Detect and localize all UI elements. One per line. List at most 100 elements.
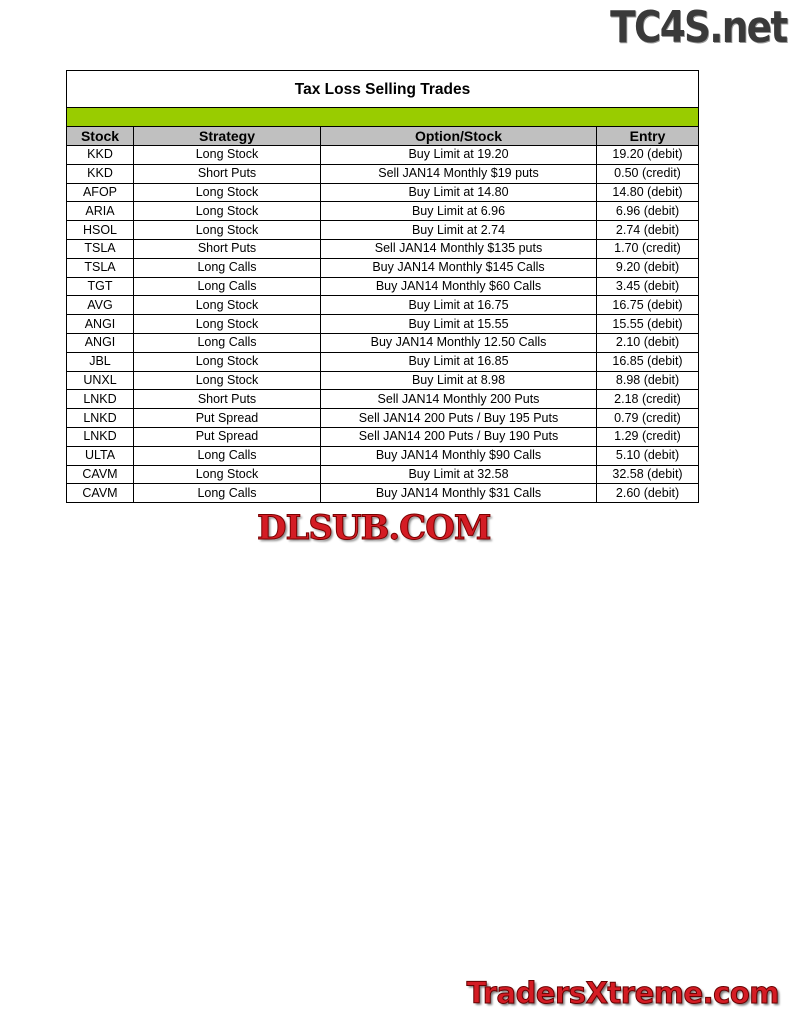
- table-row: UNXL Long Stock Buy Limit at 8.98 8.98 (deb…: [66, 370, 700, 391]
- cell-option-stock: Buy Limit at 6.96: [320, 201, 597, 222]
- cell-strategy: Long Calls: [133, 483, 321, 504]
- table-row: CAVM Long Stock Buy Limit at 32.58 32.58 (d…: [66, 464, 700, 485]
- header-strategy: Strategy: [133, 126, 321, 146]
- cell-entry: 5.10 (debit): [595, 445, 700, 466]
- cell-strategy: Long Calls: [133, 276, 321, 297]
- cell-option-stock: Buy Limit at 15.55: [320, 314, 597, 334]
- cell-entry: 8.98 (debit): [595, 370, 700, 391]
- header-stock: Stock: [66, 126, 134, 146]
- cell-stock: LNKD: [66, 389, 134, 410]
- title-row: Tax Loss Selling Trades: [65, 70, 700, 108]
- table-row: ARIA Long Stock Buy Limit at 6.96 6.96 (deb…: [66, 201, 700, 222]
- cell-entry: 2.60 (debit): [595, 483, 700, 504]
- tradersxtreme-watermark: TradersXtreme.com: [466, 976, 780, 1011]
- cell-strategy: Long Stock: [133, 351, 321, 372]
- cell-stock: KKD: [66, 145, 134, 165]
- cell-option-stock: Buy Limit at 8.98: [320, 370, 597, 391]
- cell-option-stock: Buy JAN14 Monthly $145 Calls: [320, 257, 597, 278]
- cell-strategy: Short Puts: [133, 238, 321, 259]
- cell-option-stock: Buy Limit at 16.85: [320, 351, 597, 372]
- cell-stock: ANGI: [66, 332, 134, 353]
- table-row: TSLA Long Calls Buy JAN14 Monthly $145 Cal…: [66, 257, 700, 278]
- cell-option-stock: Buy JAN14 Monthly $90 Calls: [320, 445, 597, 466]
- cell-entry: 16.75 (debit): [595, 295, 700, 316]
- header-option-stock: Option/Stock: [320, 126, 597, 146]
- cell-entry: 19.20 (debit): [595, 145, 700, 165]
- cell-entry: 15.55 (debit): [595, 314, 700, 334]
- cell-strategy: Short Puts: [133, 163, 321, 184]
- cell-stock: JBL: [66, 351, 134, 372]
- cell-stock: TGT: [66, 276, 134, 297]
- cell-entry: 0.79 (credit): [595, 408, 700, 428]
- cell-option-stock: Sell JAN14 200 Puts / Buy 195 Puts: [320, 408, 597, 428]
- cell-entry: 1.29 (credit): [595, 426, 700, 447]
- table-title: Tax Loss Selling Trades: [65, 70, 700, 108]
- cell-stock: CAVM: [66, 464, 134, 485]
- cell-strategy: Long Stock: [133, 314, 321, 334]
- cell-stock: KKD: [66, 163, 134, 184]
- cell-strategy: Long Stock: [133, 464, 321, 485]
- cell-option-stock: Sell JAN14 Monthly $19 puts: [320, 163, 597, 184]
- cell-entry: 1.70 (credit): [595, 238, 700, 259]
- cell-stock: ARIA: [66, 201, 134, 222]
- cell-strategy: Long Calls: [133, 445, 321, 466]
- table-row: ANGI Long Stock Buy Limit at 15.55 15.55 (d…: [66, 314, 700, 334]
- cell-entry: 9.20 (debit): [595, 257, 700, 278]
- cell-stock: TSLA: [66, 257, 134, 278]
- cell-strategy: Long Stock: [133, 201, 321, 222]
- cell-strategy: Long Calls: [133, 257, 321, 278]
- table-row: ANGI Long Calls Buy JAN14 Monthly 12.50 Ca…: [66, 332, 700, 353]
- cell-strategy: Long Stock: [133, 145, 321, 165]
- table-row: LNKD Short Puts Sell JAN14 Monthly 200 Put…: [66, 389, 700, 410]
- cell-strategy: Long Stock: [133, 295, 321, 316]
- table-row: HSOL Long Stock Buy Limit at 2.74 2.74 (deb…: [66, 220, 700, 240]
- header-entry: Entry: [595, 126, 700, 146]
- table-row: AFOP Long Stock Buy Limit at 14.80 14.80 (d…: [66, 182, 700, 203]
- table-row: JBL Long Stock Buy Limit at 16.85 16.85 (de…: [66, 351, 700, 372]
- cell-strategy: Long Stock: [133, 370, 321, 391]
- cell-stock: ULTA: [66, 445, 134, 466]
- cell-entry: 3.45 (debit): [595, 276, 700, 297]
- cell-option-stock: Buy Limit at 14.80: [320, 182, 597, 203]
- cell-option-stock: Buy Limit at 2.74: [320, 220, 597, 240]
- cell-stock: LNKD: [66, 408, 134, 428]
- cell-stock: HSOL: [66, 220, 134, 240]
- cell-strategy: Put Spread: [133, 408, 321, 428]
- cell-option-stock: Buy Limit at 16.75: [320, 295, 597, 316]
- cell-option-stock: Buy JAN14 Monthly $60 Calls: [320, 276, 597, 297]
- dlsub-watermark: DLSUB.COM: [256, 508, 491, 548]
- cell-strategy: Short Puts: [133, 389, 321, 410]
- cell-option-stock: Buy Limit at 19.20: [320, 145, 597, 165]
- cell-option-stock: Buy Limit at 32.58: [320, 464, 597, 485]
- trades-table: Tax Loss Selling Trades Stock Strategy O…: [65, 70, 700, 504]
- table-row: CAVM Long Calls Buy JAN14 Monthly $31 Call…: [66, 483, 700, 504]
- table-row: TGT Long Calls Buy JAN14 Monthly $60 Calls…: [66, 276, 700, 297]
- cell-stock: AVG: [66, 295, 134, 316]
- cell-entry: 14.80 (debit): [595, 182, 700, 203]
- cell-option-stock: Buy JAN14 Monthly $31 Calls: [320, 483, 597, 504]
- table-row: AVG Long Stock Buy Limit at 16.75 16.75 (de…: [66, 295, 700, 316]
- cell-entry: 2.10 (debit): [595, 332, 700, 353]
- accent-bar: [65, 107, 700, 127]
- cell-stock: ANGI: [66, 314, 134, 334]
- cell-option-stock: Sell JAN14 Monthly 200 Puts: [320, 389, 597, 410]
- table-row: ULTA Long Calls Buy JAN14 Monthly $90 Call…: [66, 445, 700, 466]
- table-row: LNKD Put Spread Sell JAN14 200 Puts / Buy …: [66, 408, 700, 428]
- cell-strategy: Long Stock: [133, 182, 321, 203]
- cell-entry: 6.96 (debit): [595, 201, 700, 222]
- tc4s-watermark: TC4S.net: [610, 2, 789, 53]
- cell-stock: UNXL: [66, 370, 134, 391]
- header-row: Stock Strategy Option/Stock Entry: [66, 126, 700, 146]
- cell-entry: 2.18 (credit): [595, 389, 700, 410]
- cell-entry: 32.58 (debit): [595, 464, 700, 485]
- cell-strategy: Long Calls: [133, 332, 321, 353]
- cell-entry: 0.50 (credit): [595, 163, 700, 184]
- cell-option-stock: Sell JAN14 200 Puts / Buy 190 Puts: [320, 426, 597, 447]
- cell-option-stock: Buy JAN14 Monthly 12.50 Calls: [320, 332, 597, 353]
- table-row: TSLA Short Puts Sell JAN14 Monthly $135 pu…: [66, 238, 700, 259]
- cell-strategy: Long Stock: [133, 220, 321, 240]
- cell-entry: 2.74 (debit): [595, 220, 700, 240]
- cell-stock: TSLA: [66, 238, 134, 259]
- cell-stock: AFOP: [66, 182, 134, 203]
